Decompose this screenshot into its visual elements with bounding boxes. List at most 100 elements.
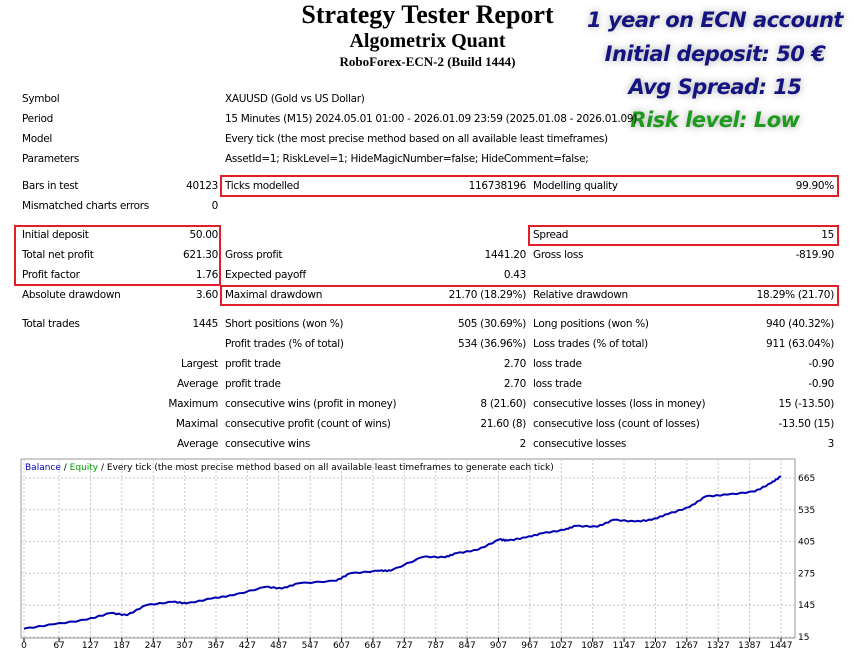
legend-balance: Balance (25, 463, 61, 473)
stat-label: Profit factor (22, 269, 80, 281)
stat-value: 18.29% (21.70) (756, 289, 835, 301)
y-tick-label: 405 (798, 538, 815, 548)
stat-value: 911 (63.04%) (765, 338, 834, 350)
balance-line (23, 475, 782, 630)
x-tick-label: 967 (521, 641, 538, 651)
x-tick-label: 307 (176, 641, 193, 651)
overlay-line-2: Initial deposit: 50 € (604, 42, 826, 66)
highlight-drawdown-row (220, 285, 839, 306)
y-tick-label: 15 (798, 633, 809, 643)
stat-label: Total trades (22, 318, 80, 330)
stat-value: 21.60 (8) (480, 418, 526, 430)
x-tick-label: 547 (302, 641, 319, 651)
info-value: 15 Minutes (M15) 2024.05.01 01:00 - 2026… (225, 113, 638, 125)
stat-label: Initial deposit (22, 229, 89, 241)
stat-label: Spread (533, 229, 569, 241)
stat-value: -0.90 (808, 378, 834, 390)
stat-value: 8 (21.60) (480, 398, 526, 410)
stat-label: Mismatched charts errors (22, 200, 149, 212)
info-value: XAUUSD (Gold vs US Dollar) (225, 93, 365, 105)
x-tick-label: 1087 (581, 641, 604, 651)
overlay-risk-level: Risk level: Low (630, 108, 800, 132)
x-tick-label: 487 (270, 641, 287, 651)
stat-label: loss trade (533, 358, 582, 370)
highlight-ticks-row (220, 175, 839, 197)
x-tick-label: 1267 (675, 641, 698, 651)
stat-label: consecutive losses (loss in money) (533, 398, 706, 410)
stat-label: Ticks modelled (225, 180, 300, 192)
legend-equity: Equity (70, 463, 99, 473)
stat-label: consecutive wins (profit in money) (225, 398, 397, 410)
x-tick-label: 1327 (707, 641, 730, 651)
stat-value: 505 (30.69%) (457, 318, 526, 330)
info-label: Model (22, 133, 53, 145)
info-label: Symbol (22, 93, 60, 105)
stat-value: Largest (180, 358, 218, 370)
report-title: Strategy Tester Report (301, 0, 554, 29)
x-tick-label: 1387 (738, 641, 761, 651)
stat-value: 1441.20 (484, 249, 527, 261)
balance-chart: 0 67 127 187 247 307 367 427 487 547 607 667 727 787 8… (20, 458, 815, 651)
x-tick-label: 0 (21, 641, 27, 651)
x-tick-label: 187 (113, 641, 130, 651)
legend-description: / Every tick (the most precise method ba… (98, 463, 554, 473)
stat-label: Short positions (won %) (225, 318, 344, 330)
x-tick-label: 847 (459, 641, 476, 651)
stat-value: -819.90 (795, 249, 835, 261)
overlay-line-3: Avg Spread: 15 (628, 75, 802, 99)
highlight-deposit-block (14, 225, 221, 286)
stat-value: 3.60 (195, 289, 218, 301)
y-tick-label: 275 (798, 569, 815, 579)
stat-value: 621.30 (183, 249, 218, 261)
stat-value: 940 (40.32%) (765, 318, 834, 330)
stat-value: 99.90% (795, 180, 835, 192)
y-tick-label: 145 (798, 601, 815, 611)
stat-label: Total net profit (22, 249, 94, 261)
highlight-spread (528, 225, 839, 246)
stat-value: 1.76 (195, 269, 218, 281)
stat-label: consecutive wins (225, 438, 311, 450)
stat-label: profit trade (225, 378, 281, 390)
report-subtitle: Algometrix Quant (349, 30, 506, 52)
stat-value: 3 (827, 438, 835, 450)
x-tick-label: 907 (490, 641, 507, 651)
x-tick-label: 127 (82, 641, 99, 651)
stat-value: -0.90 (808, 358, 834, 370)
x-tick-label: 607 (333, 641, 350, 651)
y-tick-label: 535 (798, 506, 815, 516)
stat-label: loss trade (533, 378, 582, 390)
x-tick-label: 247 (145, 641, 162, 651)
x-tick-label: 1207 (644, 641, 667, 651)
stat-label: Absolute drawdown (22, 289, 121, 301)
stat-label: Gross profit (225, 249, 283, 261)
stat-label: Long positions (won %) (533, 318, 649, 330)
stat-label: Bars in test (22, 180, 79, 192)
x-tick-label: 67 (53, 641, 64, 651)
stat-value: 40123 (186, 180, 218, 192)
x-tick-label: 1027 (550, 641, 573, 651)
x-tick-label: 427 (239, 641, 256, 651)
stat-label: Expected payoff (225, 269, 306, 281)
stat-value: 116738196 (468, 180, 527, 192)
stat-label: consecutive loss (count of losses) (533, 418, 700, 430)
stat-value: Maximal (175, 418, 218, 430)
stat-value: 0.43 (503, 269, 526, 281)
stat-label: profit trade (225, 358, 281, 370)
stat-value: Average (176, 378, 218, 390)
x-tick-label: 367 (207, 641, 224, 651)
stat-value: 2 (519, 438, 527, 450)
x-tick-label: 1147 (613, 641, 636, 651)
stat-label: Maximal drawdown (225, 289, 323, 301)
x-tick-label: 1447 (770, 641, 793, 651)
overlay-line-1: 1 year on ECN account (587, 8, 843, 32)
stat-value: 50.00 (189, 229, 218, 241)
stat-value: 15 (-13.50) (778, 398, 835, 410)
stat-label: consecutive profit (count of wins) (225, 418, 391, 430)
stat-value: 15 (821, 229, 834, 241)
stat-label: Gross loss (533, 249, 584, 261)
chart-legend: Balance / Equity / Every tick (the most … (25, 463, 554, 473)
y-tick-label: 665 (798, 474, 815, 484)
stat-label: Profit trades (% of total) (225, 338, 344, 350)
info-label: Parameters (22, 153, 80, 165)
stat-value: 2.70 (503, 378, 526, 390)
